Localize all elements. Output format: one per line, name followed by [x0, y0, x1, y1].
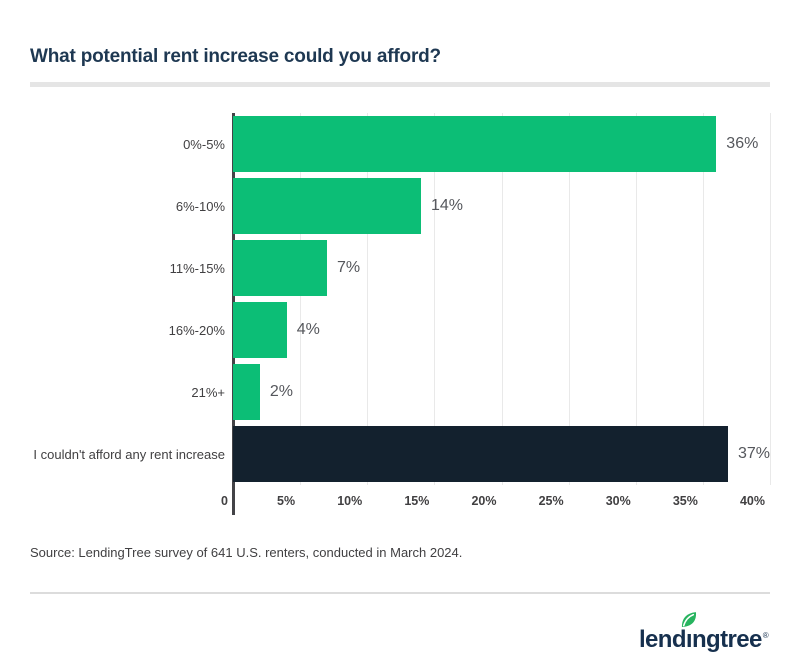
logo-text-i: ı: [685, 626, 693, 653]
gridline: [367, 113, 369, 485]
bar: [233, 178, 421, 234]
top-divider: [30, 82, 770, 87]
chart-rows: 0%-5% 36% 6%-10% 14% 11%-15% 7% 16%-20% 4% 21%+ 2…: [30, 113, 770, 485]
x-tick-label: 10%: [337, 494, 363, 508]
gridline: [702, 113, 704, 485]
infographic: What potential rent increase could you a…: [0, 46, 800, 667]
category-label: I couldn't afford any rent increase: [33, 446, 225, 462]
lendingtree-logo: lendıngtree®: [638, 612, 769, 653]
value-label: 37%: [737, 445, 770, 462]
chart-row: 16%-20% 4%: [30, 299, 770, 361]
value-label: 4%: [296, 321, 320, 338]
bar-area: 37%: [233, 426, 770, 482]
category-label: 6%-10%: [175, 198, 225, 214]
chart-title: What potential rent increase could you a…: [30, 46, 441, 67]
bar-area: 2%: [233, 364, 770, 420]
bar-area: 7%: [233, 240, 770, 296]
gridline: [770, 113, 771, 485]
gridline: [635, 113, 637, 485]
x-axis-ticks: 0 5% 10% 15% 20% 25% 30% 35% 40%: [221, 485, 770, 515]
chart-row: I couldn't afford any rent increase 37%: [30, 423, 770, 485]
value-label: 36%: [726, 135, 759, 152]
gridline: [501, 113, 503, 485]
bar: [233, 426, 728, 482]
logo-text-pre: lend: [638, 626, 687, 653]
source-note: Source: LendingTree survey of 641 U.S. r…: [30, 545, 463, 560]
gridlines: [233, 113, 771, 485]
category-label: 0%-5%: [183, 136, 225, 152]
bar: [233, 116, 717, 172]
category-label: 11%-15%: [169, 260, 225, 276]
gridline: [300, 113, 302, 485]
x-tick-label: 40%: [739, 494, 765, 508]
chart-row: 0%-5% 36%: [30, 113, 770, 175]
bar: [233, 302, 287, 358]
x-tick-label: 15%: [404, 494, 430, 508]
gridline: [568, 113, 570, 485]
registered-mark: ®: [762, 631, 769, 640]
bar-area: 14%: [233, 178, 770, 234]
x-tick-label: 5%: [277, 494, 296, 508]
bar: [233, 364, 260, 420]
category-label: 21%+: [191, 384, 225, 400]
value-label: 7%: [336, 259, 361, 276]
x-tick-label: 20%: [471, 494, 497, 508]
x-tick-label: 35%: [672, 494, 698, 508]
value-label: 2%: [269, 383, 293, 400]
bottom-divider: [30, 592, 770, 594]
x-tick-label: 30%: [605, 494, 631, 508]
bar-chart: 0%-5% 36% 6%-10% 14% 11%-15% 7% 16%-20% 4% 21%+ 2…: [30, 113, 771, 515]
chart-row: 6%-10% 14%: [30, 175, 770, 237]
gridline: [434, 113, 436, 485]
bar-area: 36%: [233, 116, 770, 172]
bar: [233, 240, 327, 296]
category-label: 16%-20%: [168, 322, 225, 338]
x-tick-label: 0: [221, 494, 228, 508]
x-tick-label: 25%: [538, 494, 564, 508]
bar-area: 4%: [233, 302, 770, 358]
logo-text-post: ngtree: [691, 626, 762, 653]
chart-row: 21%+ 2%: [30, 361, 770, 423]
footer: lendıngtree®: [0, 604, 800, 652]
chart-row: 11%-15% 7%: [30, 237, 770, 299]
leaf-icon: [678, 609, 699, 630]
value-label: 14%: [430, 197, 463, 214]
